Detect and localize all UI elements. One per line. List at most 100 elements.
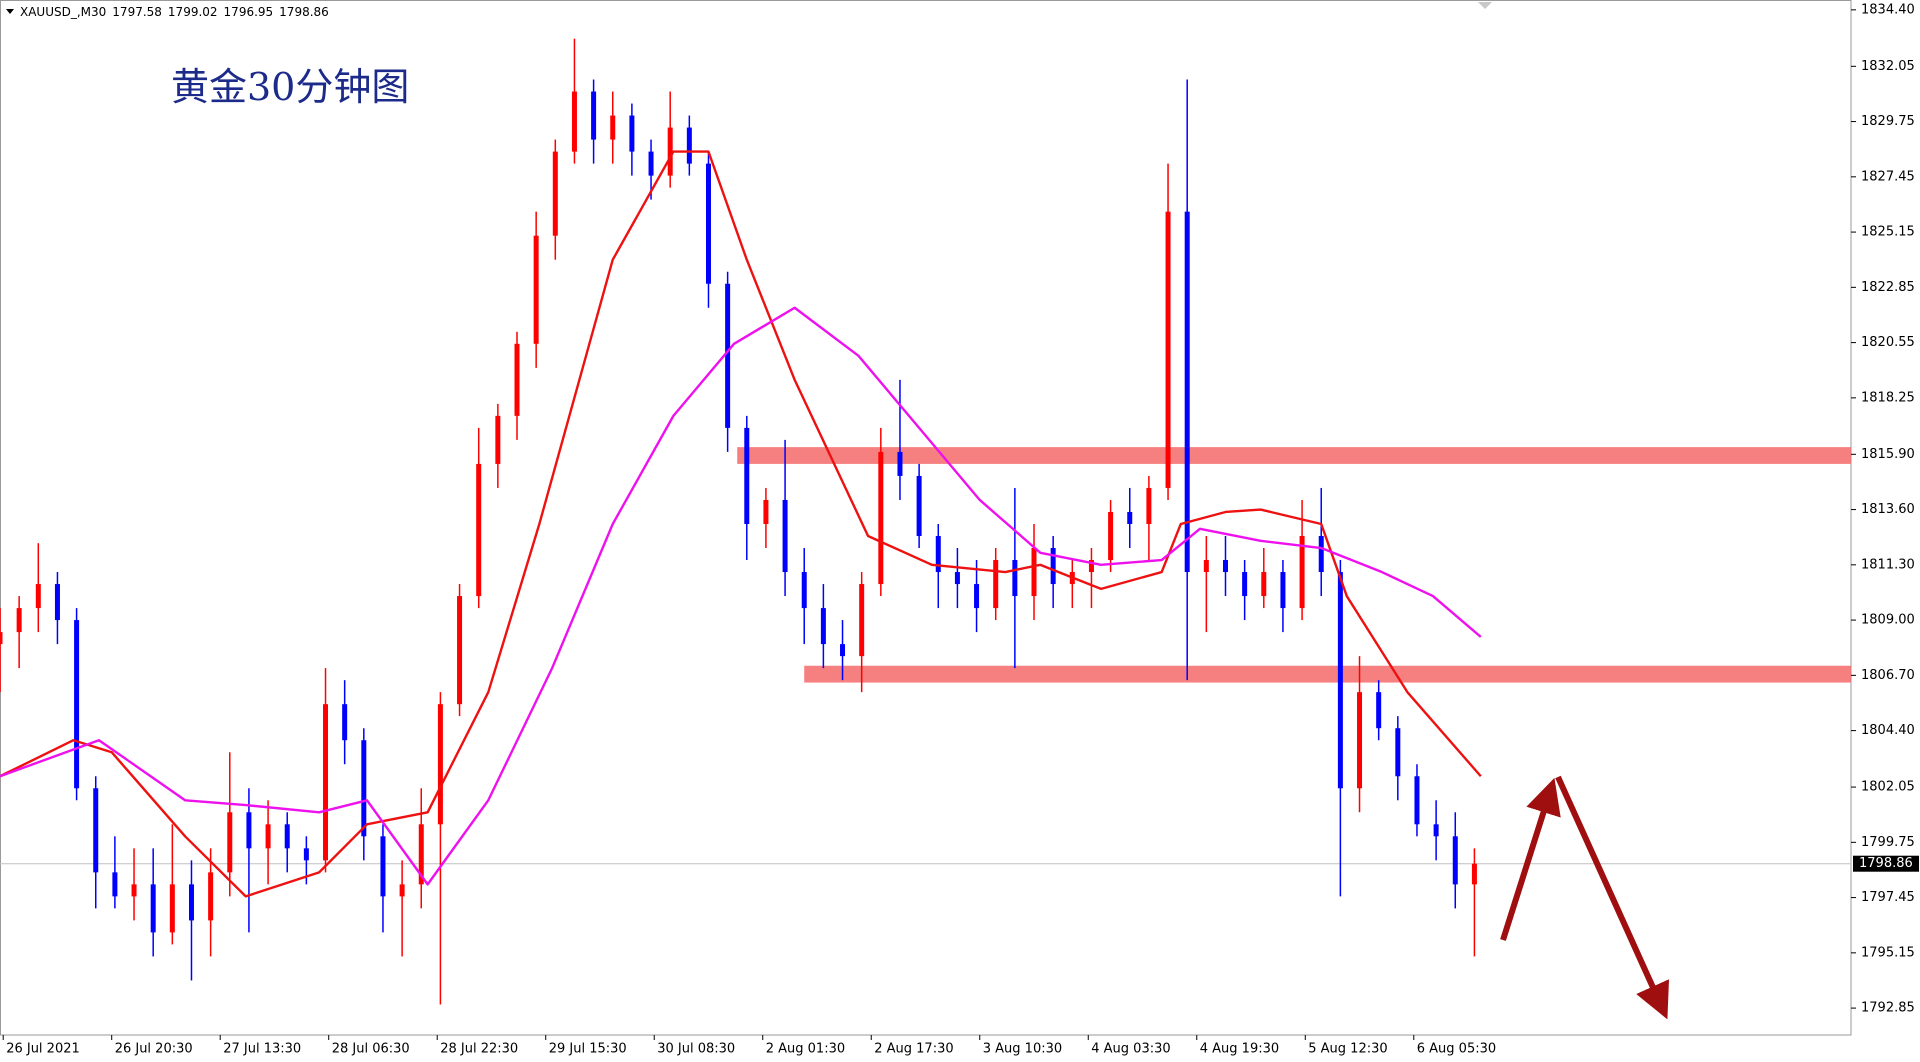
candle-body bbox=[533, 235, 539, 344]
candle-body bbox=[380, 836, 386, 897]
x-tick-label: 5 Aug 12:30 bbox=[1308, 1042, 1387, 1057]
candle-body bbox=[437, 704, 443, 825]
candle-body bbox=[93, 788, 99, 873]
candle-body bbox=[74, 620, 80, 789]
candle-body bbox=[763, 499, 769, 524]
ohlc-open: 1797.58 bbox=[112, 5, 162, 19]
candle-body bbox=[1222, 560, 1228, 573]
candle-body bbox=[1108, 511, 1114, 561]
candle-body bbox=[361, 740, 367, 837]
last-price-label: 1798.86 bbox=[1859, 856, 1913, 871]
candle-body bbox=[208, 872, 214, 921]
candle-body bbox=[323, 704, 329, 861]
candle-body bbox=[916, 475, 922, 536]
plot-frame bbox=[0, 0, 1852, 1036]
candle-body bbox=[303, 848, 309, 861]
candle-body bbox=[418, 824, 424, 885]
y-tick-label: 1815.90 bbox=[1861, 447, 1915, 462]
x-tick-label: 27 Jul 13:30 bbox=[223, 1042, 301, 1057]
moving-average bbox=[0, 150, 1482, 898]
y-tick-label: 1829.75 bbox=[1861, 114, 1915, 129]
candle-body bbox=[35, 584, 41, 609]
x-tick-label: 29 Jul 15:30 bbox=[549, 1042, 627, 1057]
x-tick-label: 28 Jul 22:30 bbox=[440, 1042, 518, 1057]
candle-body bbox=[744, 427, 750, 524]
y-tick-label: 1792.85 bbox=[1861, 1001, 1915, 1016]
candle-body bbox=[1395, 728, 1401, 777]
candle-body bbox=[1127, 511, 1133, 524]
y-tick-label: 1806.70 bbox=[1861, 668, 1915, 683]
candle-body bbox=[495, 415, 501, 464]
candle-body bbox=[284, 824, 290, 849]
y-tick-label: 1822.85 bbox=[1861, 280, 1915, 295]
y-tick-label: 1799.75 bbox=[1861, 835, 1915, 850]
candle-body bbox=[1088, 560, 1094, 573]
candle-body bbox=[514, 343, 520, 416]
candle-body bbox=[667, 127, 673, 176]
symbol: XAUUSD_,M30 bbox=[20, 5, 107, 19]
y-tick-label: 1797.45 bbox=[1861, 890, 1915, 905]
arrow-down bbox=[1555, 775, 1670, 1020]
candle-body bbox=[1280, 572, 1286, 609]
candle-body bbox=[935, 535, 941, 573]
candle-body bbox=[859, 584, 865, 657]
candle-body bbox=[169, 884, 175, 933]
candle-body bbox=[840, 644, 846, 657]
candle-body bbox=[227, 812, 233, 873]
y-tick-label: 1802.05 bbox=[1861, 780, 1915, 795]
symbol-header: XAUUSD_,M30 1797.58 1799.02 1796.95 1798… bbox=[20, 5, 329, 19]
candle-body bbox=[1031, 548, 1037, 597]
y-tick-label: 1832.05 bbox=[1861, 59, 1915, 74]
candle-body bbox=[150, 884, 156, 933]
y-tick-label: 1827.45 bbox=[1861, 169, 1915, 184]
y-tick-label: 1825.15 bbox=[1861, 225, 1915, 240]
y-tick-label: 1795.15 bbox=[1861, 945, 1915, 960]
level-zone bbox=[804, 665, 1852, 683]
candle-body bbox=[878, 451, 884, 585]
candle-body bbox=[648, 151, 654, 176]
y-tick-label: 1834.40 bbox=[1861, 2, 1915, 17]
x-tick-label: 4 Aug 19:30 bbox=[1200, 1042, 1279, 1057]
y-tick-label: 1811.30 bbox=[1861, 557, 1915, 572]
x-tick-label: 26 Jul 2021 bbox=[6, 1042, 80, 1057]
candle-body bbox=[342, 704, 348, 741]
candle-body bbox=[112, 872, 118, 897]
candle-body bbox=[16, 608, 22, 633]
candle-body bbox=[629, 115, 635, 152]
candle-body bbox=[974, 584, 980, 609]
candle-body bbox=[954, 572, 960, 585]
candle-body bbox=[552, 151, 558, 236]
candle-body bbox=[801, 572, 807, 609]
candle-body bbox=[571, 91, 577, 152]
candle-body bbox=[476, 463, 482, 597]
candle-body bbox=[993, 560, 999, 609]
arrow-up bbox=[1500, 777, 1561, 941]
candle-body bbox=[1261, 572, 1267, 597]
candle-body bbox=[782, 499, 788, 573]
candle-body bbox=[265, 824, 271, 849]
candle-body bbox=[1376, 692, 1382, 729]
ohlc-high: 1799.02 bbox=[167, 5, 218, 19]
moving-average bbox=[0, 306, 1482, 886]
candle-body bbox=[1165, 211, 1171, 488]
x-tick-label: 6 Aug 05:30 bbox=[1417, 1042, 1496, 1057]
candle-body bbox=[1452, 836, 1458, 885]
candle-body bbox=[610, 115, 616, 140]
y-tick-label: 1818.25 bbox=[1861, 390, 1915, 405]
y-tick-label: 1813.60 bbox=[1861, 502, 1915, 517]
candle-body bbox=[1433, 824, 1439, 837]
candle-body bbox=[1471, 863, 1477, 885]
candle-body bbox=[399, 884, 405, 897]
ohlc-low: 1796.95 bbox=[223, 5, 274, 19]
candle-body bbox=[1146, 487, 1152, 524]
chart-title: 黄金30分钟图 bbox=[171, 65, 410, 109]
x-tick-label: 26 Jul 20:30 bbox=[115, 1042, 193, 1057]
y-tick-label: 1820.55 bbox=[1861, 335, 1915, 350]
candle-body bbox=[591, 91, 597, 140]
candle-body bbox=[1318, 535, 1324, 573]
x-tick-label: 2 Aug 01:30 bbox=[766, 1042, 845, 1057]
candle-body bbox=[1184, 211, 1190, 573]
